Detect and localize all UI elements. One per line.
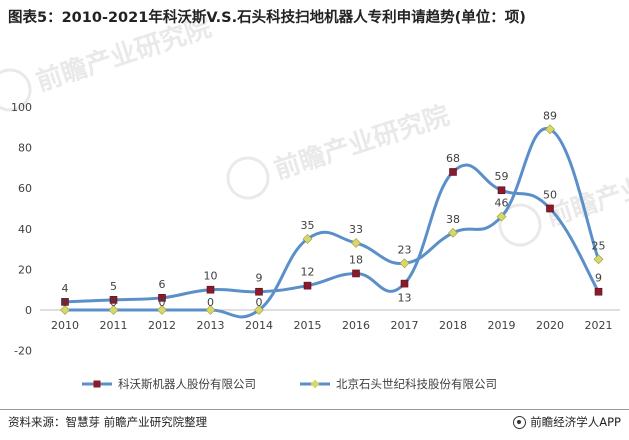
data-label: 59 <box>495 170 509 183</box>
data-label: 38 <box>446 213 460 226</box>
data-point-diamond <box>108 305 119 315</box>
data-label: 12 <box>301 266 315 279</box>
x-tick-label: 2018 <box>439 319 467 332</box>
series-layer <box>60 124 604 319</box>
x-tick-label: 2013 <box>197 319 225 332</box>
data-point-diamond <box>205 305 216 315</box>
data-point-diamond <box>399 258 410 269</box>
watermark: 前瞻产业研究院 <box>0 12 215 112</box>
legend-label: 科沃斯机器人股份有限公司 <box>118 377 256 391</box>
data-point-square <box>255 287 263 296</box>
data-point-square <box>303 281 312 290</box>
data-point-diamond <box>254 305 264 315</box>
x-tick-label: 2010 <box>51 319 79 332</box>
legend: 科沃斯机器人股份有限公司 北京石头世纪科技股份有限公司 <box>82 377 497 391</box>
data-label: 9 <box>256 272 263 285</box>
data-label: 5 <box>110 280 117 293</box>
y-tick-label: 0 <box>25 304 32 317</box>
legend-marker-diamond <box>310 379 320 389</box>
data-label: 10 <box>204 270 218 283</box>
data-label: 33 <box>349 223 363 236</box>
data-point-diamond <box>157 305 167 315</box>
brand-logo-icon <box>513 415 527 429</box>
data-label: 18 <box>349 253 363 266</box>
data-point-square <box>400 279 409 288</box>
data-label: 0 <box>62 296 69 309</box>
data-point-square <box>109 296 118 304</box>
watermark-logo-icon <box>0 68 32 112</box>
x-tick-label: 2020 <box>536 319 564 332</box>
data-label: 50 <box>543 189 557 202</box>
data-label: 9 <box>595 272 602 285</box>
x-tick-label: 2019 <box>488 319 516 332</box>
watermark-logo-icon <box>498 203 542 247</box>
y-tick-label: 100 <box>11 101 32 114</box>
x-tick-label: 2021 <box>585 319 613 332</box>
data-point-diamond <box>60 305 70 315</box>
x-tick-label: 2017 <box>391 319 419 332</box>
x-tick-label: 2011 <box>100 319 128 332</box>
data-label: 0 <box>256 296 263 309</box>
data-point-square <box>594 287 603 296</box>
data-label: 0 <box>159 296 166 309</box>
data-label: 46 <box>495 197 509 210</box>
data-label: 13 <box>398 292 412 305</box>
data-point-square <box>546 204 554 213</box>
brand: 前瞻经济学人APP <box>513 414 621 430</box>
data-label: 23 <box>398 243 412 256</box>
footer-divider <box>0 409 629 410</box>
watermark-text: 前瞻产业研究院 <box>32 12 215 98</box>
data-point-diamond <box>351 238 361 248</box>
x-tick-label: 2012 <box>148 319 176 332</box>
data-label: 25 <box>592 239 606 252</box>
legend-label: 北京石头世纪科技股份有限公司 <box>336 377 497 391</box>
brand-name: 前瞻经济学人APP <box>530 415 621 429</box>
data-point-diamond <box>448 227 458 238</box>
watermark-logo-icon <box>226 156 270 200</box>
y-tick-label: 20 <box>18 263 32 276</box>
data-label: 35 <box>301 219 315 232</box>
source-note: 资料来源：智慧芽 前瞻产业研究院整理 <box>8 415 208 429</box>
data-point-square <box>206 285 215 294</box>
x-tick-label: 2015 <box>294 319 322 332</box>
data-label: 89 <box>543 109 557 122</box>
x-tick-label: 2014 <box>245 319 273 332</box>
y-tick-label: 80 <box>18 142 32 155</box>
data-point-diamond <box>545 124 555 135</box>
data-label: 68 <box>446 152 460 165</box>
data-label-layer: 4 5 6 10 9 12 18 13 68 59 50 9 0 0 0 0 0 35 33 23 38 46 89 25 <box>62 109 606 309</box>
y-tick-label: 40 <box>18 223 32 236</box>
data-label: 0 <box>207 296 214 309</box>
x-tick-label: 2016 <box>342 319 370 332</box>
y-tick-label: -20 <box>14 345 32 358</box>
data-label: 4 <box>62 282 69 295</box>
data-label: 6 <box>159 278 166 291</box>
data-point-square <box>449 168 457 176</box>
data-point-diamond <box>593 254 604 265</box>
data-label: 0 <box>110 296 117 309</box>
chart-title: 图表5：2010-2021年科沃斯V.S.石头科技扫地机器人专利申请趋势(单位：… <box>8 10 526 26</box>
watermark-text: 前瞻产业研究院 <box>270 100 453 186</box>
watermark: 前瞻产业研究院 <box>226 100 453 200</box>
data-point-square <box>497 186 506 195</box>
data-point-square <box>352 269 360 278</box>
legend-marker-square <box>93 380 101 388</box>
data-point-square <box>158 294 166 302</box>
data-point-diamond <box>302 234 313 244</box>
data-point-diamond <box>496 211 507 222</box>
y-tick-label: 60 <box>18 182 32 195</box>
